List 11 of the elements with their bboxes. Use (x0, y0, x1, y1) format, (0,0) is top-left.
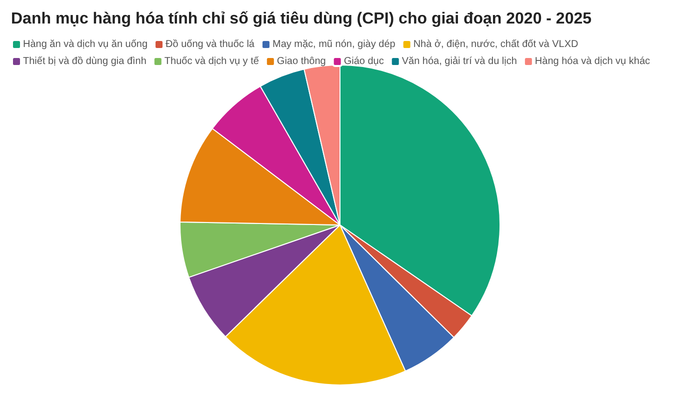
legend-label: May mặc, mũ nón, giày dép (272, 39, 396, 50)
chart-title: Danh mục hàng hóa tính chỉ số giá tiêu dùng (CPI) cho giai đoạn 2020 - 2025 (11, 10, 592, 28)
legend-label: Đồ uống và thuốc lá (166, 39, 255, 50)
legend-label: Giáo dục (344, 56, 384, 67)
legend-label: Văn hóa, giải trí và du lịch (402, 56, 517, 67)
legend-label: Nhà ở, điện, nước, chất đốt và VLXD (413, 39, 578, 50)
legend-label: Thuốc và dịch vụ y tế (164, 56, 260, 67)
legend-label: Thiết bị và đồ dùng gia đình (23, 56, 146, 67)
legend-label: Giao thông (276, 56, 326, 67)
legend-label: Hàng ăn và dịch vụ ăn uống (23, 39, 148, 50)
legend-label: Hàng hóa và dịch vụ khác (534, 56, 650, 67)
